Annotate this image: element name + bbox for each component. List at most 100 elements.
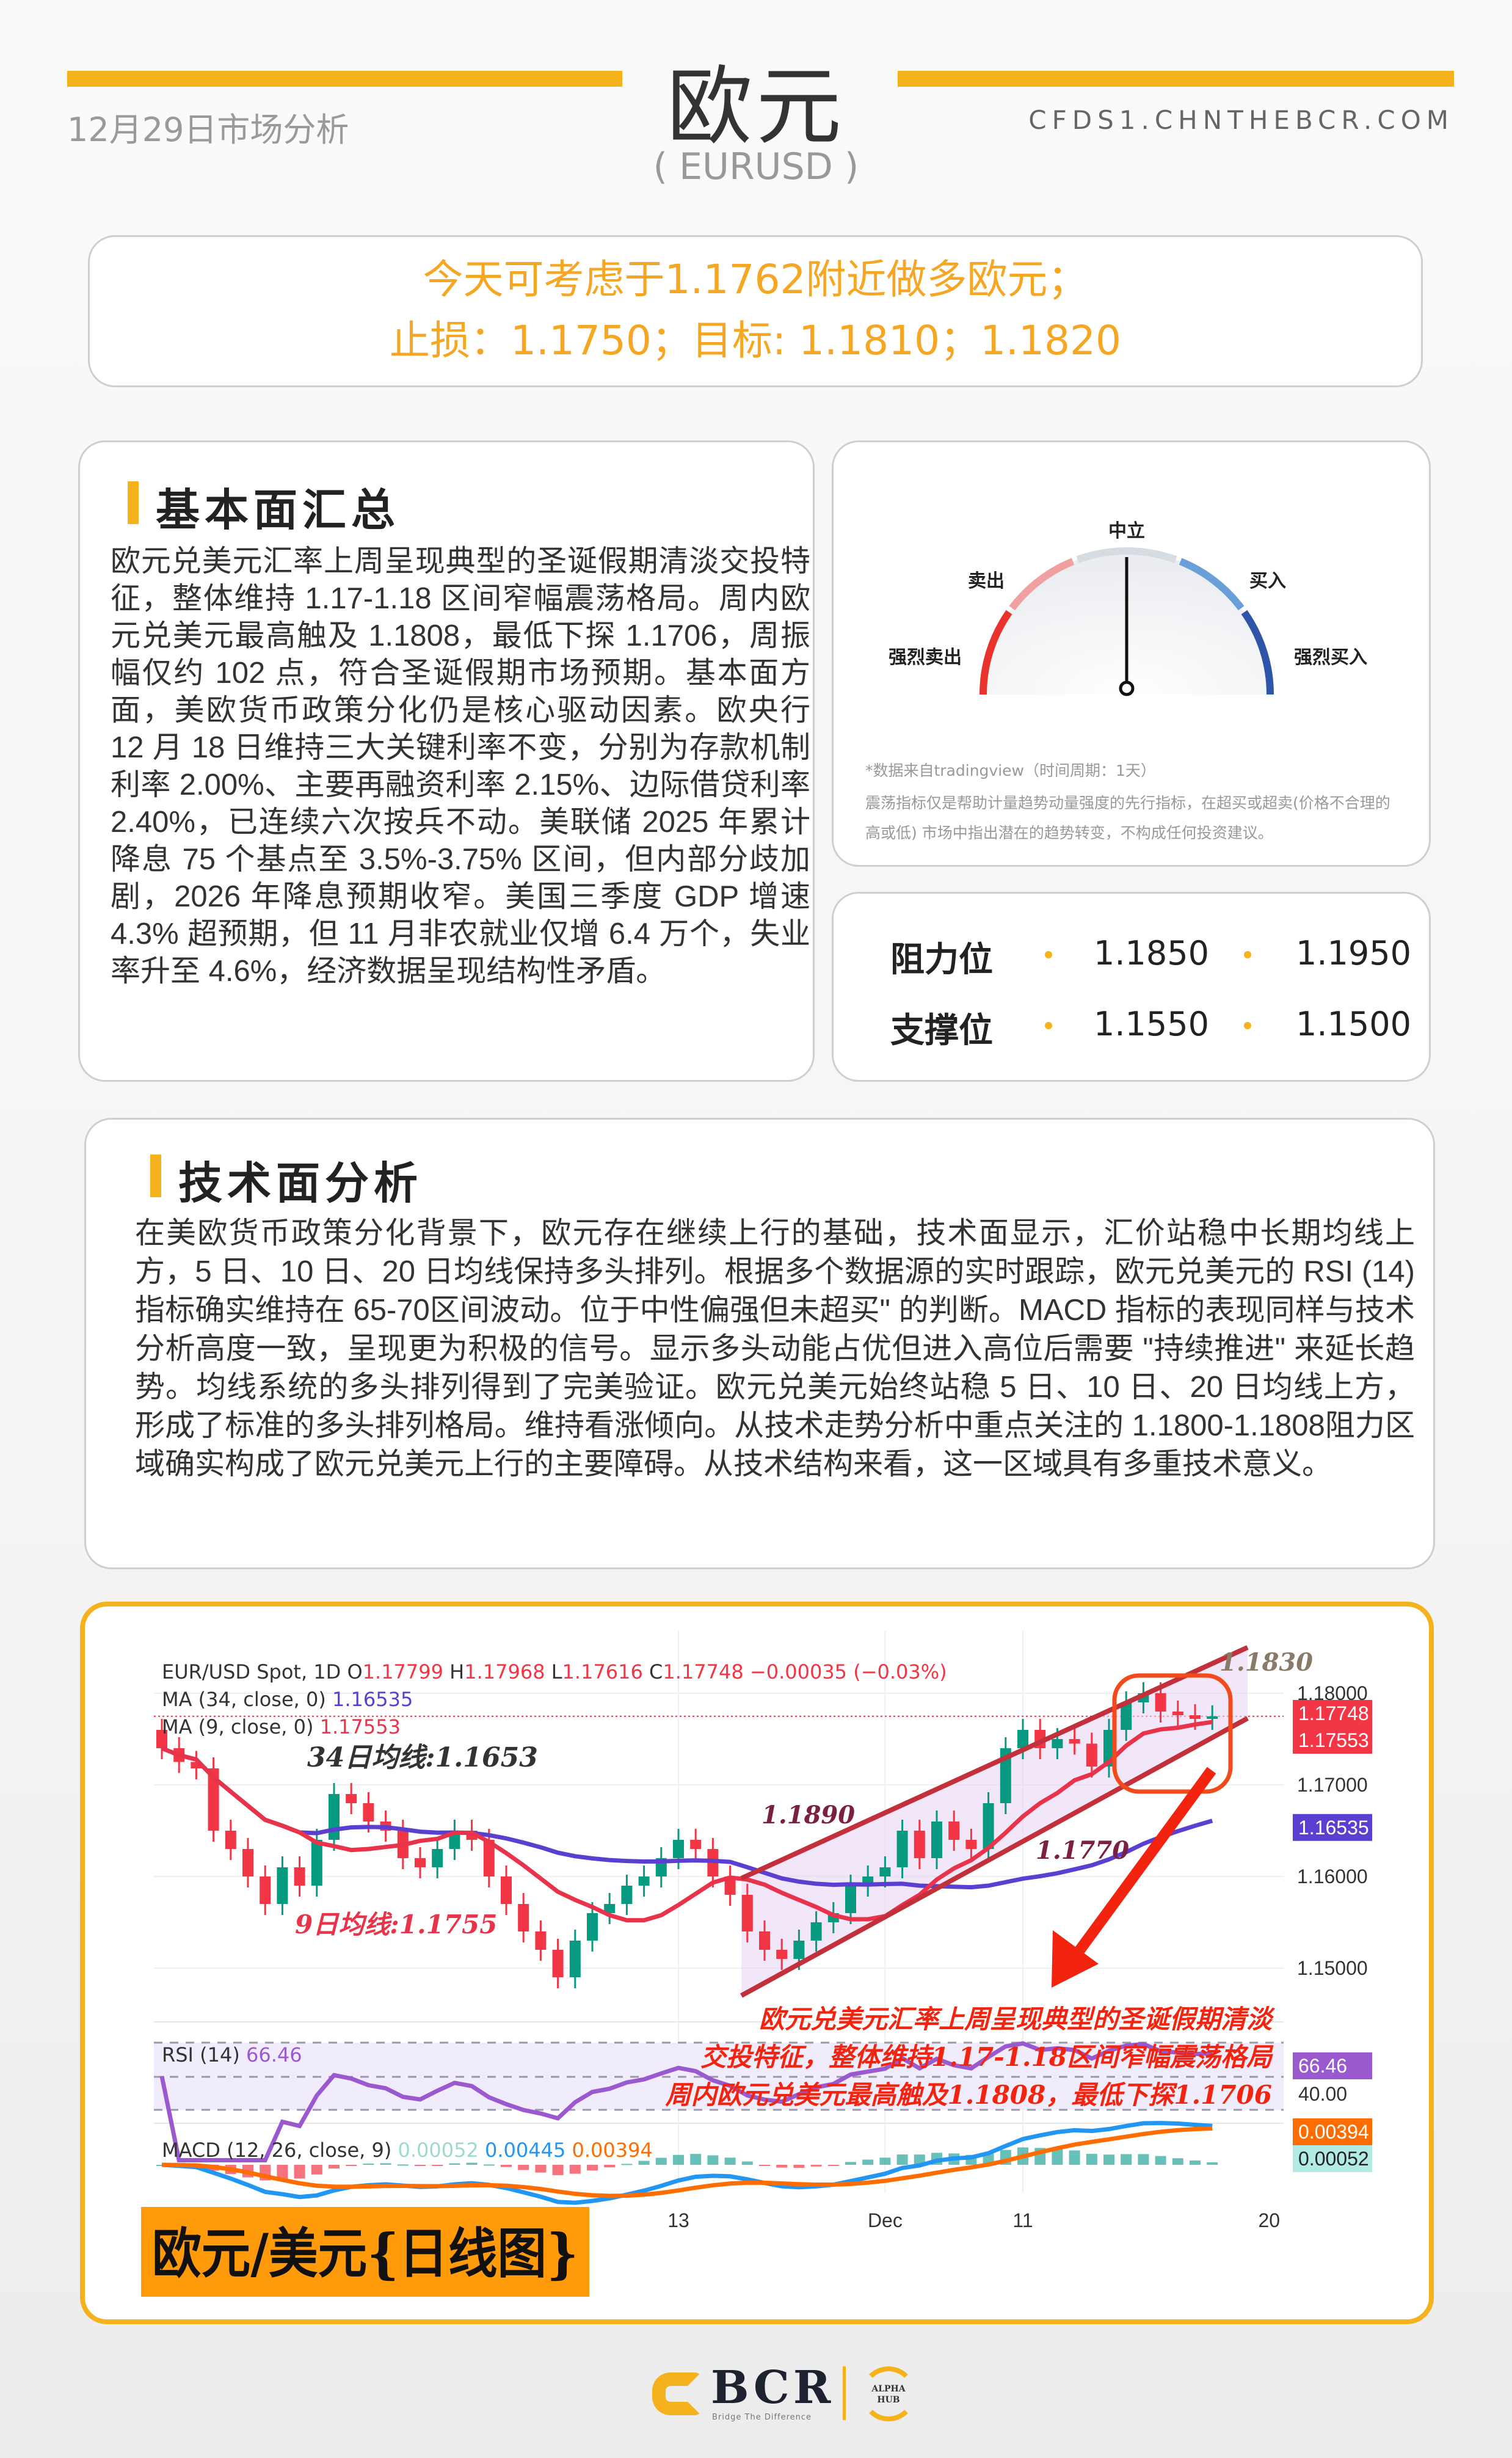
candle bbox=[931, 1822, 942, 1858]
macd-signal-tag-bg bbox=[1293, 2118, 1372, 2145]
technical-card: 技术面分析 在美欧货币政策分化背景下，欧元存在继续上行的基础，技术面显示，汇价站… bbox=[84, 1118, 1435, 1569]
gauge-arc-strong-sell bbox=[980, 610, 1012, 695]
channel-upper-note: 1.1890 bbox=[761, 1801, 855, 1829]
x-tick-label: 11 bbox=[1012, 2209, 1033, 2231]
macd-histogram-bar bbox=[501, 2165, 512, 2167]
website-link[interactable]: CFDS1.CHNTHEBCR.COM bbox=[1028, 105, 1454, 135]
candle bbox=[294, 1867, 305, 1886]
candle bbox=[415, 1858, 426, 1867]
rsi-axis-label: 40.00 bbox=[1298, 2083, 1347, 2105]
candle bbox=[896, 1831, 908, 1867]
candle bbox=[277, 1867, 288, 1904]
macd-histogram-bar bbox=[518, 2165, 529, 2170]
macd-histogram-bar bbox=[827, 2165, 839, 2166]
macd-histogram-bar bbox=[346, 2165, 357, 2166]
macd-histogram-bar bbox=[896, 2154, 908, 2165]
ma9-note: 9日均线:1.1755 bbox=[295, 1909, 497, 1939]
x-tick-label: 13 bbox=[667, 2209, 689, 2231]
macd-histogram-bar bbox=[759, 2165, 770, 2166]
candle bbox=[621, 1886, 633, 1904]
gauge-pivot bbox=[1119, 680, 1135, 696]
macd-histogram-bar bbox=[810, 2165, 822, 2167]
technical-body: 在美欧货币政策分化背景下，欧元存在继续上行的基础，技术面显示，汇价站稳中长期均线… bbox=[135, 1217, 1415, 1481]
price-tag-close-bg bbox=[1293, 1700, 1372, 1727]
footer-logo: BCR Bridge The Difference ALPHA HUB bbox=[652, 2361, 921, 2423]
macd-histogram-bar bbox=[587, 2165, 598, 2171]
rsi-tag: 66.46 bbox=[1298, 2055, 1347, 2077]
candle bbox=[810, 1922, 822, 1941]
gauge-source: *数据来自tradingview（时间周期：1天） bbox=[865, 762, 1156, 779]
chart-label-box bbox=[141, 2207, 589, 2297]
macd-histogram-bar bbox=[1155, 2156, 1166, 2165]
candle bbox=[983, 1803, 994, 1849]
macd-histogram-bar bbox=[1069, 2150, 1080, 2165]
gauge-label-strong-buy: 强烈买入 bbox=[1294, 647, 1367, 668]
price-tag-close: 1.17748 bbox=[1298, 1702, 1369, 1724]
macd-histogram-bar bbox=[862, 2159, 874, 2165]
trade-signal-box: 今天可考虑于1.1762附近做多欧元； 止损：1.1750；目标: 1.1810… bbox=[88, 235, 1423, 387]
y-tick-label: 1.15000 bbox=[1297, 1957, 1368, 1979]
y-tick-label: 1.16000 bbox=[1297, 1865, 1368, 1887]
gauge-arc-strong-buy bbox=[1241, 610, 1274, 695]
candle bbox=[965, 1840, 977, 1849]
candle bbox=[191, 1762, 202, 1768]
resistance-2: 1.1950 bbox=[1296, 934, 1411, 972]
candle bbox=[948, 1822, 960, 1840]
price-tag-ma34-bg bbox=[1293, 1814, 1372, 1841]
bullet-icon bbox=[1244, 951, 1251, 958]
fundamentals-body: 欧元兑美元汇率上周呈现典型的圣诞假期清淡交投特征，整体维持 1.17-1.18 … bbox=[111, 545, 810, 988]
rsi-legend: RSI (14) 66.46 bbox=[162, 2043, 302, 2066]
macd-histogram-bar bbox=[552, 2165, 564, 2175]
macd-histogram-bar bbox=[914, 2154, 925, 2165]
candle bbox=[518, 1904, 529, 1931]
header-bar-right bbox=[898, 71, 1454, 87]
candle bbox=[225, 1831, 236, 1849]
candle bbox=[260, 1876, 271, 1904]
candle bbox=[604, 1904, 616, 1913]
support-1: 1.1550 bbox=[1094, 1005, 1209, 1043]
channel-upper-line bbox=[740, 1645, 1249, 1881]
macd-histogram-bar bbox=[449, 2163, 460, 2165]
price-tag-ma9-bg bbox=[1293, 1727, 1372, 1754]
candle bbox=[690, 1840, 702, 1849]
candle bbox=[845, 1886, 856, 1913]
candle bbox=[552, 1950, 564, 1977]
candle bbox=[535, 1931, 547, 1950]
bullet-icon bbox=[1045, 1022, 1052, 1029]
candle bbox=[776, 1950, 788, 1959]
macd-histogram-bar bbox=[793, 2165, 805, 2168]
bcr-logo-icon bbox=[652, 2372, 701, 2415]
resistance-1: 1.1850 bbox=[1094, 934, 1209, 972]
symbol-ohlc: EUR/USD Spot, 1D O1.17799 H1.17968 L1.17… bbox=[162, 1660, 947, 1683]
key-levels-card: 阻力位 1.1850 1.1950 支撑位 1.1550 1.1500 bbox=[832, 892, 1431, 1082]
header-bar-left bbox=[67, 71, 622, 87]
highlight-box bbox=[1112, 1673, 1233, 1794]
x-tick-label: Dec bbox=[868, 2209, 903, 2231]
candle bbox=[483, 1840, 495, 1876]
candle bbox=[638, 1876, 650, 1886]
macd-histogram-bar bbox=[1052, 2148, 1063, 2165]
candle bbox=[914, 1831, 925, 1858]
chart-label: 欧元/美元{日线图} bbox=[152, 2222, 578, 2285]
caption-line-1: 欧元兑美元汇率上周呈现典型的圣诞假期清淡 bbox=[759, 2004, 1276, 2034]
gauge-label-sell: 卖出 bbox=[968, 571, 1005, 592]
gauge-arc-neutral bbox=[1076, 547, 1177, 563]
candle bbox=[156, 1730, 167, 1748]
candle bbox=[673, 1840, 684, 1858]
candle bbox=[208, 1768, 219, 1831]
macd-histogram-bar bbox=[879, 2157, 891, 2165]
macd-signal-tag: 0.00394 bbox=[1298, 2121, 1369, 2143]
candle bbox=[363, 1803, 374, 1822]
candle bbox=[501, 1876, 512, 1904]
page-title: 欧元 bbox=[666, 57, 845, 157]
top-note: 1.1830 bbox=[1219, 1648, 1313, 1677]
candle bbox=[346, 1794, 357, 1803]
gauge-arc-buy bbox=[1179, 558, 1245, 611]
price-tag-ma9: 1.17553 bbox=[1298, 1729, 1369, 1751]
brand-tagline: Bridge The Difference bbox=[712, 2413, 812, 2422]
macd-histogram-bar bbox=[845, 2162, 856, 2165]
logo-divider bbox=[843, 2366, 846, 2420]
macd-histogram-bar bbox=[329, 2165, 340, 2169]
candle bbox=[329, 1794, 340, 1840]
macd-histogram-bar bbox=[724, 2157, 736, 2165]
